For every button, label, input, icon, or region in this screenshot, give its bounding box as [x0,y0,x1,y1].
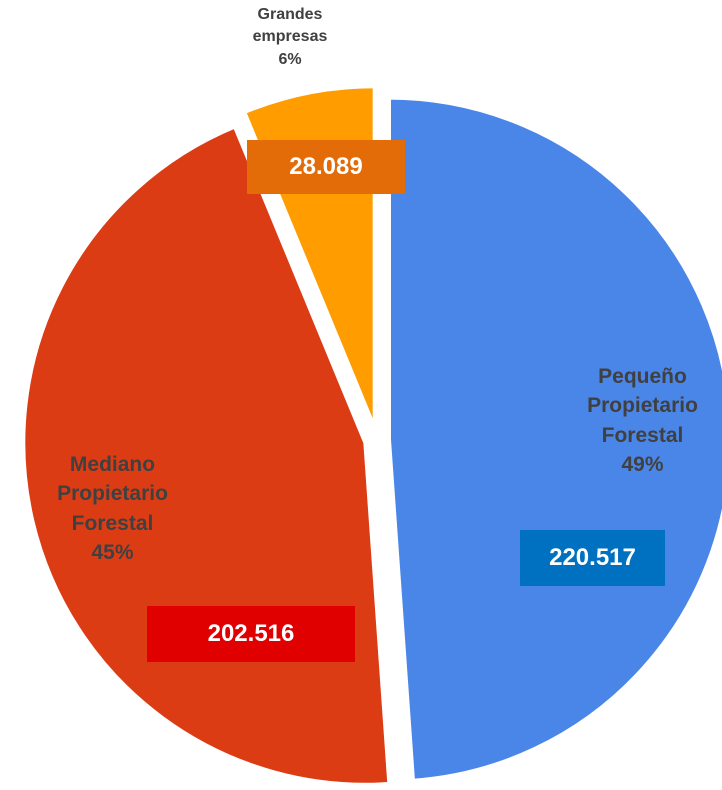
pie-slice [386,95,722,783]
value-label: 220.517 [520,530,665,586]
category-label: Grandes empresas [252,6,328,46]
category-label: Mediano Propietario Forestal [57,453,168,535]
percent-label: 6% [278,50,302,68]
category-label: Pequeño Propietario Forestal [587,365,698,447]
percent-label: 45% [91,541,134,565]
slice-label: Mediano Propietario Forestal 45% [20,450,205,568]
value-label: 28.089 [247,140,405,194]
slice-label: Grandes empresas 6% [225,4,355,71]
value-label: 202.516 [147,606,355,662]
percent-label: 49% [621,453,664,477]
slice-label: Pequeño Propietario Forestal 49% [560,362,722,480]
